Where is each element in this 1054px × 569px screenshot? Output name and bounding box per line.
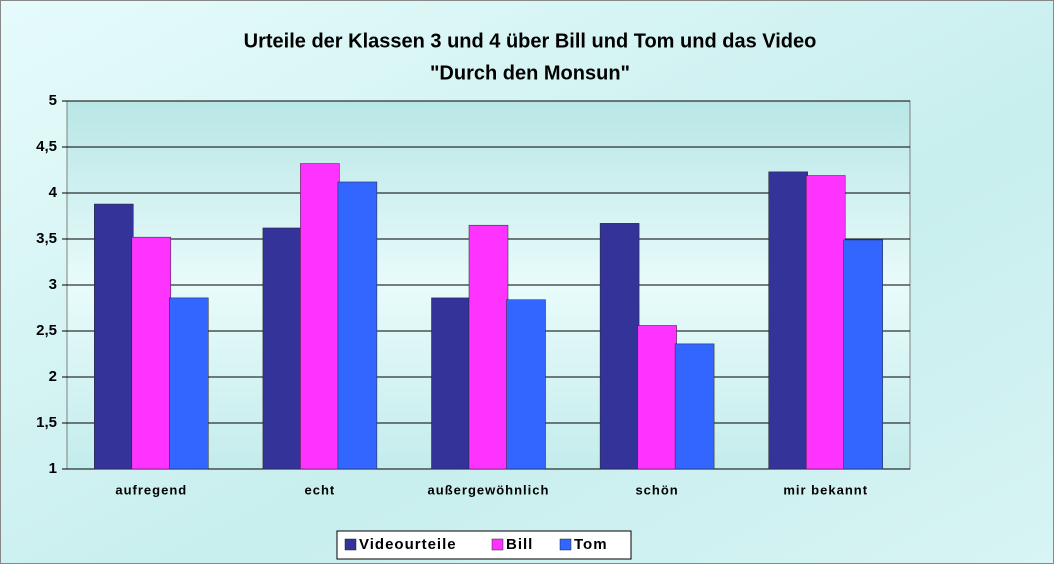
y-tick-label: 1 <box>49 460 57 477</box>
x-tick-label: außergewöhnlich <box>428 482 550 497</box>
legend-label: Bill <box>506 536 533 553</box>
y-tick-label: 3,5 <box>36 230 57 247</box>
y-tick-label: 2,5 <box>36 322 57 339</box>
y-tick-label: 4 <box>49 184 58 201</box>
y-tick-label: 1,5 <box>36 414 57 431</box>
bar <box>300 163 340 470</box>
legend-swatch <box>344 538 357 551</box>
y-tick-label: 2 <box>49 368 57 385</box>
legend-swatch <box>559 538 572 551</box>
legend-swatch <box>491 538 504 551</box>
bar <box>94 203 134 470</box>
bar <box>468 224 509 470</box>
legend-label: Videourteile <box>359 536 457 553</box>
x-tick-label: mir bekannt <box>783 482 868 497</box>
bar <box>599 223 640 470</box>
legend-label: Tom <box>574 536 608 553</box>
bar <box>768 171 808 470</box>
bar <box>637 325 677 470</box>
y-tick-label: 5 <box>49 92 57 109</box>
legend <box>336 530 632 560</box>
bar <box>674 343 715 470</box>
bar <box>431 297 471 470</box>
bar <box>169 297 209 470</box>
bar <box>506 299 546 470</box>
bar <box>805 175 846 470</box>
bar <box>337 181 378 470</box>
x-tick-label: aufregend <box>115 482 187 497</box>
bar <box>262 227 303 470</box>
chart-title: "Durch den Monsun" <box>430 62 630 84</box>
chart-title: Urteile der Klassen 3 und 4 über Bill un… <box>244 30 817 52</box>
x-tick-label: echt <box>305 482 336 497</box>
bar <box>843 239 883 470</box>
x-tick-label: schön <box>635 482 678 497</box>
y-tick-label: 3 <box>49 276 57 293</box>
y-tick-label: 4,5 <box>36 138 57 155</box>
bar <box>131 236 172 470</box>
